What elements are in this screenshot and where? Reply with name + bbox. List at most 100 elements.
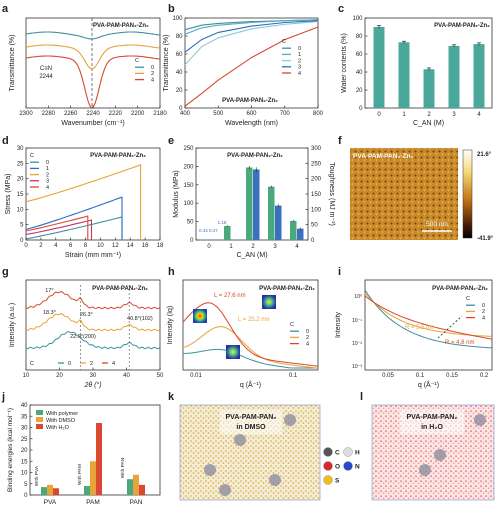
panel-i-x-tick-label: 0.15 bbox=[446, 373, 458, 379]
panel-e-ylabel: Modulus (MPa) bbox=[173, 170, 180, 217]
panel-a-x-tick: 2280 bbox=[42, 111, 56, 117]
panel-letter-c: c bbox=[338, 3, 344, 15]
panel-j-bar bbox=[84, 486, 90, 495]
panel-j-bar bbox=[47, 484, 53, 495]
panel-a-annotation-cn: C≡N bbox=[40, 66, 52, 72]
panel-k-title-line1: PVA-PAM-PAN₂ bbox=[226, 414, 277, 421]
panel-e-x-tick-label: 3 bbox=[273, 244, 277, 250]
panel-k-polymer-cluster bbox=[219, 484, 231, 496]
panel-h-x-tick-label: 0.01 bbox=[190, 373, 202, 379]
panel-e-x-tick-label: 2 bbox=[251, 244, 255, 250]
panel-letter-i: i bbox=[338, 266, 341, 278]
legend-label: 1 bbox=[298, 52, 301, 58]
panel-d-y-tick: 0 bbox=[20, 238, 24, 244]
panel-g-x-tick: 40 bbox=[123, 373, 130, 379]
panel-k-atom-label: N bbox=[355, 464, 360, 471]
panel-k-atom-s bbox=[323, 475, 333, 485]
panel-g-series-2 bbox=[25, 312, 161, 332]
panel-e-y-tick-right: 150 bbox=[311, 192, 322, 198]
panel-j-y-tick: 0 bbox=[24, 493, 28, 499]
legend-label: 0 bbox=[46, 160, 49, 166]
legend-label: 4 bbox=[151, 77, 154, 83]
panel-j-y-tick: 5 bbox=[24, 482, 28, 488]
panel-b-x-tick: 700 bbox=[280, 111, 291, 117]
panel-g-x-tick: 30 bbox=[90, 373, 97, 379]
panel-letter-h: h bbox=[168, 266, 175, 278]
panel-f-colorbar bbox=[462, 149, 473, 239]
panel-c-y-tick: 80 bbox=[356, 34, 363, 40]
panel-e-bar-modulus bbox=[290, 220, 297, 240]
panel-f-colorbar-max: 21.6° bbox=[477, 152, 492, 158]
legend-label: 2 bbox=[151, 71, 154, 77]
panel-e-y-tick: 50 bbox=[187, 220, 194, 226]
panel-d-y-tick: 10 bbox=[17, 207, 24, 213]
panel-e-small-value-label: 0.44 0.47 bbox=[199, 228, 218, 233]
panel-d-y-tick: 15 bbox=[17, 192, 24, 198]
panel-g-annotation: 26.3° bbox=[80, 312, 93, 318]
panel-letter-a: a bbox=[2, 3, 9, 15]
panel-j-bar bbox=[41, 487, 47, 495]
panel-g-annotation: 18.3° bbox=[43, 310, 56, 316]
panel-k-atom-label: S bbox=[335, 478, 340, 485]
panel-b-series-3 bbox=[184, 20, 319, 53]
legend-label: 2 bbox=[482, 309, 485, 315]
panel-d-ylabel: Stress (MPa) bbox=[5, 174, 12, 215]
panel-letter-b: b bbox=[168, 3, 175, 15]
panel-g-ylabel: Intensity (a.u.) bbox=[9, 303, 16, 347]
panel-c-xlabel: C_AN (M) bbox=[413, 120, 444, 127]
panel-a-x-tick: 2180 bbox=[153, 111, 167, 117]
panel-b-series-2 bbox=[184, 21, 319, 66]
panel-i-frame bbox=[364, 279, 493, 371]
legend-label: 3 bbox=[46, 179, 49, 185]
legend-label: 0 bbox=[306, 329, 309, 335]
panel-e-y-tick-right: 250 bbox=[311, 161, 322, 167]
panel-h-series-2 bbox=[182, 326, 319, 369]
panel-j-bar bbox=[90, 461, 96, 495]
legend-label: 0 bbox=[482, 303, 485, 309]
panel-i-y-tick-label: 10⁻² bbox=[352, 341, 362, 347]
panel-h-saxs-pattern bbox=[226, 345, 240, 359]
panel-e-y-tick-right: 50 bbox=[311, 223, 318, 229]
panel-a-xlabel: Wavenumber (cm⁻¹) bbox=[61, 120, 124, 127]
panel-k-atom-label: H bbox=[355, 450, 360, 457]
panel-h-legend-title: C bbox=[290, 322, 294, 328]
panel-e-xlabel: C_AN (M) bbox=[236, 252, 267, 259]
panel-d-x-tick: 18 bbox=[157, 243, 164, 249]
panel-b-y-tick: 0 bbox=[179, 106, 183, 112]
panel-g-annotation: 40.8°(102) bbox=[127, 316, 153, 322]
panel-d-y-tick: 25 bbox=[17, 161, 24, 167]
panel-i-y-tick-label: 10⁻¹ bbox=[352, 318, 362, 324]
panel-i-ylabel: Intensity bbox=[335, 311, 342, 338]
panel-d-series-0 bbox=[25, 216, 123, 240]
panel-k-atom-c bbox=[323, 447, 333, 457]
panel-d-series-3 bbox=[25, 219, 93, 240]
panel-d-x-tick: 4 bbox=[54, 243, 58, 249]
panel-j-ylabel: Binding energies (kcal mol⁻¹) bbox=[7, 408, 14, 492]
panel-letter-e: e bbox=[168, 135, 174, 147]
panel-c-bar bbox=[448, 45, 460, 108]
panel-d-x-tick: 14 bbox=[127, 243, 134, 249]
panel-e-y-tick: 250 bbox=[183, 146, 194, 152]
panel-b-series-1 bbox=[184, 19, 319, 35]
panel-b-x-tick: 400 bbox=[180, 111, 191, 117]
panel-a-ylabel: Transmittance (%) bbox=[9, 35, 16, 92]
panel-b-x-tick: 800 bbox=[313, 111, 324, 117]
panel-h-saxs-pattern bbox=[262, 295, 276, 309]
panel-l-polymer-cluster bbox=[419, 464, 431, 476]
panel-a-x-tick: 2240 bbox=[86, 111, 100, 117]
panel-h-annotation-l276: L = 27.6 nm bbox=[214, 293, 246, 299]
panel-a-series-0 bbox=[25, 31, 161, 40]
panel-letter-d: d bbox=[2, 135, 9, 147]
panel-j-y-tick: 25 bbox=[21, 437, 28, 443]
panel-e-bar-modulus bbox=[268, 186, 275, 240]
panel-j-x-tick-label: PVA bbox=[44, 499, 57, 506]
panel-g-legend-label: 0 bbox=[68, 361, 71, 367]
panel-j-y-tick: 40 bbox=[21, 403, 28, 409]
panel-i-series-4 bbox=[364, 295, 493, 340]
panel-j-bar bbox=[127, 479, 133, 495]
panel-d-x-tick: 2 bbox=[39, 243, 43, 249]
panel-e-x-tick-label: 4 bbox=[295, 244, 299, 250]
panel-j-bar bbox=[139, 484, 145, 495]
panel-d-legend-title: C bbox=[30, 153, 34, 159]
